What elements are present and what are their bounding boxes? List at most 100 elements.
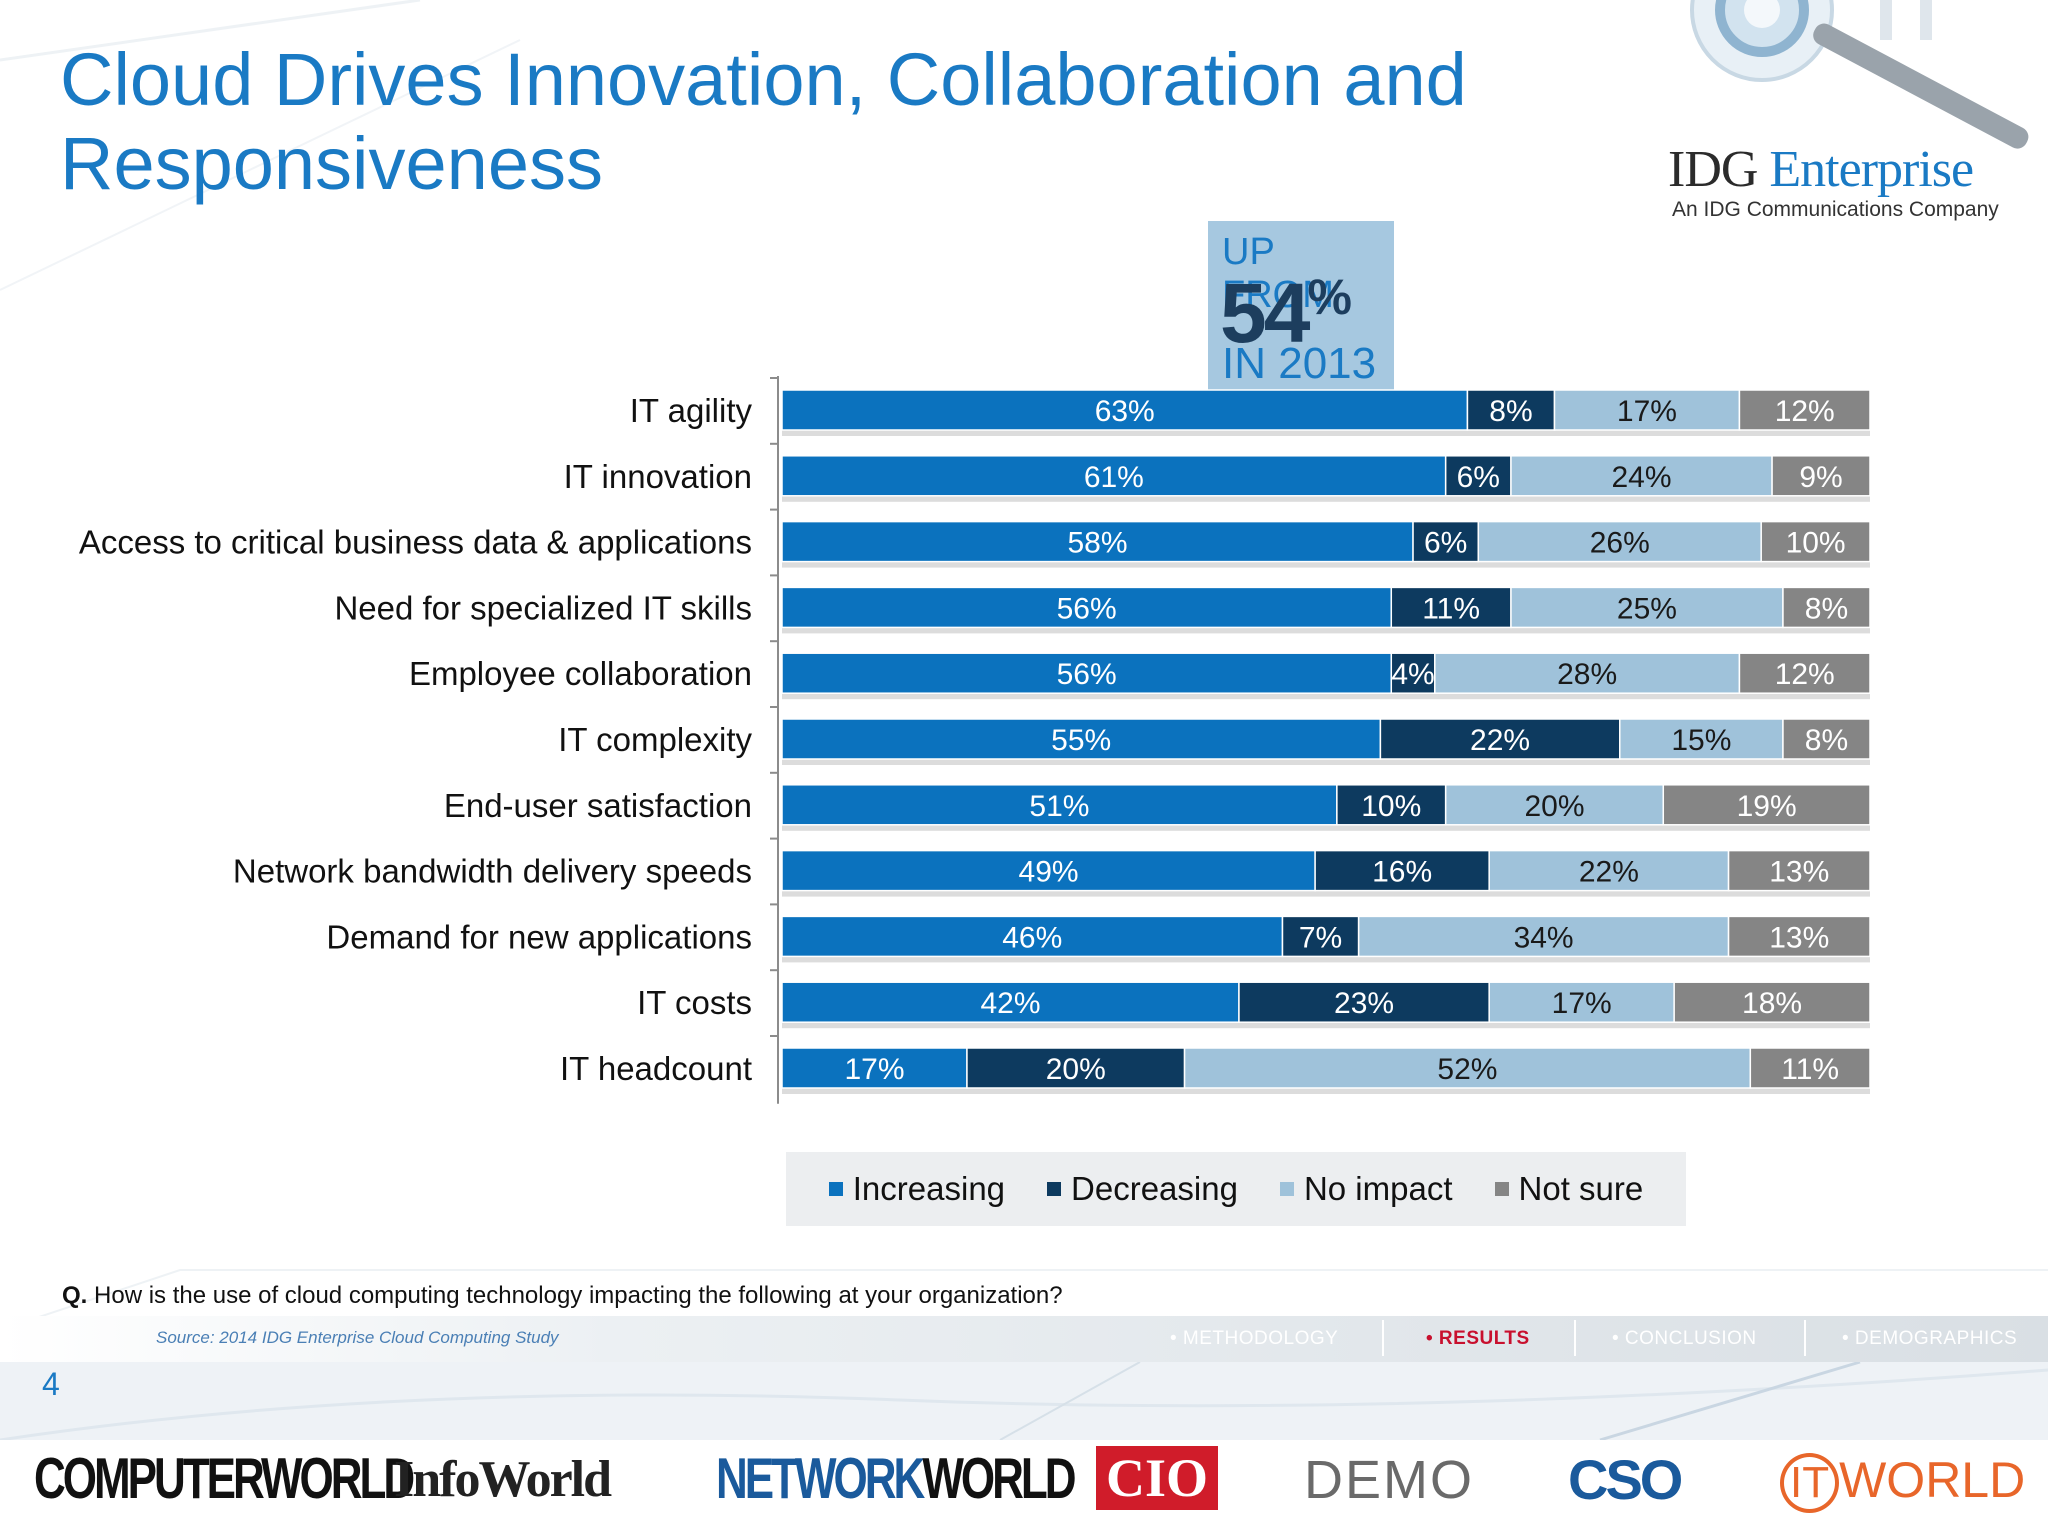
data-label-not-sure: 13% [1769,921,1829,954]
bar-segment-no-impact [1619,718,1784,760]
data-label-decreasing: 4% [1391,658,1434,691]
data-label-no-impact: 28% [1557,658,1617,691]
data-label-no-impact: 20% [1524,790,1584,823]
data-label-decreasing: 20% [1046,1053,1106,1086]
title-line-1: Cloud Drives Innovation, Collaboration a… [60,38,1467,121]
data-label-decreasing: 10% [1361,790,1421,823]
data-label-no-impact: 52% [1437,1053,1497,1086]
nav-demographics[interactable]: • DEMOGRAPHICS [1842,1328,2018,1349]
bar-segment-decreasing [1412,520,1480,563]
title-line-2: Responsiveness [60,122,603,205]
bar-segment-not-sure [1782,586,1871,629]
chart-legend: Increasing Decreasing No impact Not sure [786,1152,1686,1226]
data-label-increasing: 56% [1057,658,1117,691]
bar-shadow [782,561,1870,568]
category-label: IT agility [630,392,753,429]
data-label-increasing: 42% [980,987,1040,1020]
data-label-decreasing: 11% [1422,592,1480,625]
bar-segment-no-impact [1434,652,1741,694]
legend-swatch-decreasing [1047,1182,1062,1196]
bar-segment-not-sure [1727,915,1871,958]
legend-label-no-impact: No impact [1303,1170,1453,1207]
nav-methodology[interactable]: • METHODOLOGY [1170,1328,1339,1349]
infoworld-logo: InfoWorld [394,1451,612,1508]
bar-segment-no-impact [1488,981,1675,1023]
legend-swatch-increasing [828,1182,843,1196]
bar-segment-increasing [781,981,1240,1023]
category-label: Network bandwidth delivery speeds [233,853,752,890]
bar-segment-no-impact [1357,915,1730,958]
data-label-not-sure: 11% [1781,1053,1839,1086]
logo-tagline: An IDG Communications Company [1672,198,1999,221]
callout-value: 54% [1220,266,1352,360]
bar-segment-no-impact [1477,520,1762,563]
bar-segment-increasing [781,520,1414,563]
nav-conclusion[interactable]: • CONCLUSION [1612,1328,1757,1349]
data-label-increasing: 49% [1019,856,1079,889]
bar-segment-not-sure [1662,784,1871,826]
bar-segment-increasing [781,849,1316,892]
bar-shadow [782,1022,1870,1029]
data-label-decreasing: 23% [1334,987,1394,1020]
bar-segment-increasing [781,1047,968,1089]
bar-segment-no-impact [1488,849,1730,892]
data-label-not-sure: 12% [1775,658,1835,691]
bar-shadow [782,627,1870,634]
callout-line-3: IN 2013 [1222,339,1377,388]
data-label-not-sure: 12% [1775,395,1835,428]
slide-title: Cloud Drives Innovation, Collaboration a… [60,38,1560,206]
logo-enterprise: Enterprise [1769,141,1974,198]
demo-logo: DEMO [1304,1450,1474,1510]
bar-shadow [782,890,1870,897]
data-label-not-sure: 19% [1737,790,1797,823]
cio-logo: CIO [1096,1446,1219,1510]
bar-segment-not-sure [1782,718,1871,760]
bar-segment-not-sure [1749,1047,1871,1089]
bar-shadow [782,759,1870,765]
bar-segment-not-sure [1738,652,1871,694]
bar-segment-not-sure [1771,455,1871,497]
legend-item-not-sure: Not sure [1494,1170,1644,1208]
data-label-increasing: 17% [844,1053,904,1086]
computerworld-logo: COMPUTERWORLD [34,1447,415,1512]
data-label-decreasing: 6% [1424,527,1467,560]
bar-segment-decreasing [1238,981,1490,1023]
bar-segment-no-impact [1444,784,1665,826]
nav-separator [1574,1320,1576,1356]
data-label-decreasing: 8% [1489,395,1532,428]
category-label: Demand for new applications [326,918,752,955]
magnifier-graphic [1690,0,2029,149]
data-label-not-sure: 8% [1805,592,1848,625]
data-label-no-impact: 24% [1611,461,1671,494]
bar-shadow [782,495,1870,502]
bar-segment-not-sure [1727,849,1871,892]
data-label-no-impact: 25% [1617,592,1677,625]
bar-segment-increasing [781,652,1393,694]
bar-segment-not-sure [1760,520,1871,563]
data-label-no-impact: 17% [1617,395,1677,428]
data-label-no-impact: 34% [1514,921,1574,954]
logo-idg: IDG [1668,141,1758,198]
data-label-increasing: 61% [1084,461,1144,494]
category-label: Employee collaboration [409,655,752,692]
bar-segment-increasing [781,586,1393,629]
data-label-not-sure: 8% [1805,724,1848,757]
bar-segment-no-impact [1553,389,1741,431]
bar-segment-decreasing [1314,849,1490,892]
legend-item-no-impact: No impact [1279,1170,1453,1208]
bar-shadow [782,956,1870,963]
data-label-not-sure: 10% [1786,527,1846,560]
legend-label-not-sure: Not sure [1518,1170,1644,1207]
nav-results[interactable]: • RESULTS [1426,1328,1530,1349]
data-label-increasing: 63% [1095,395,1155,428]
category-label: IT costs [637,984,752,1021]
nav-separator [1804,1320,1806,1356]
brand-logos-strip: COMPUTERWORLD InfoWorld NETWORKWORLD CIO… [0,1440,2048,1536]
idg-enterprise-logo: IDG Enterprise [1668,140,1974,199]
data-label-no-impact: 26% [1590,527,1650,560]
data-label-decreasing: 6% [1457,461,1500,494]
bar-segment-increasing [781,784,1338,826]
bar-shadow [782,1088,1870,1094]
bar-segment-increasing [781,718,1382,760]
bar-segment-not-sure [1673,981,1871,1023]
